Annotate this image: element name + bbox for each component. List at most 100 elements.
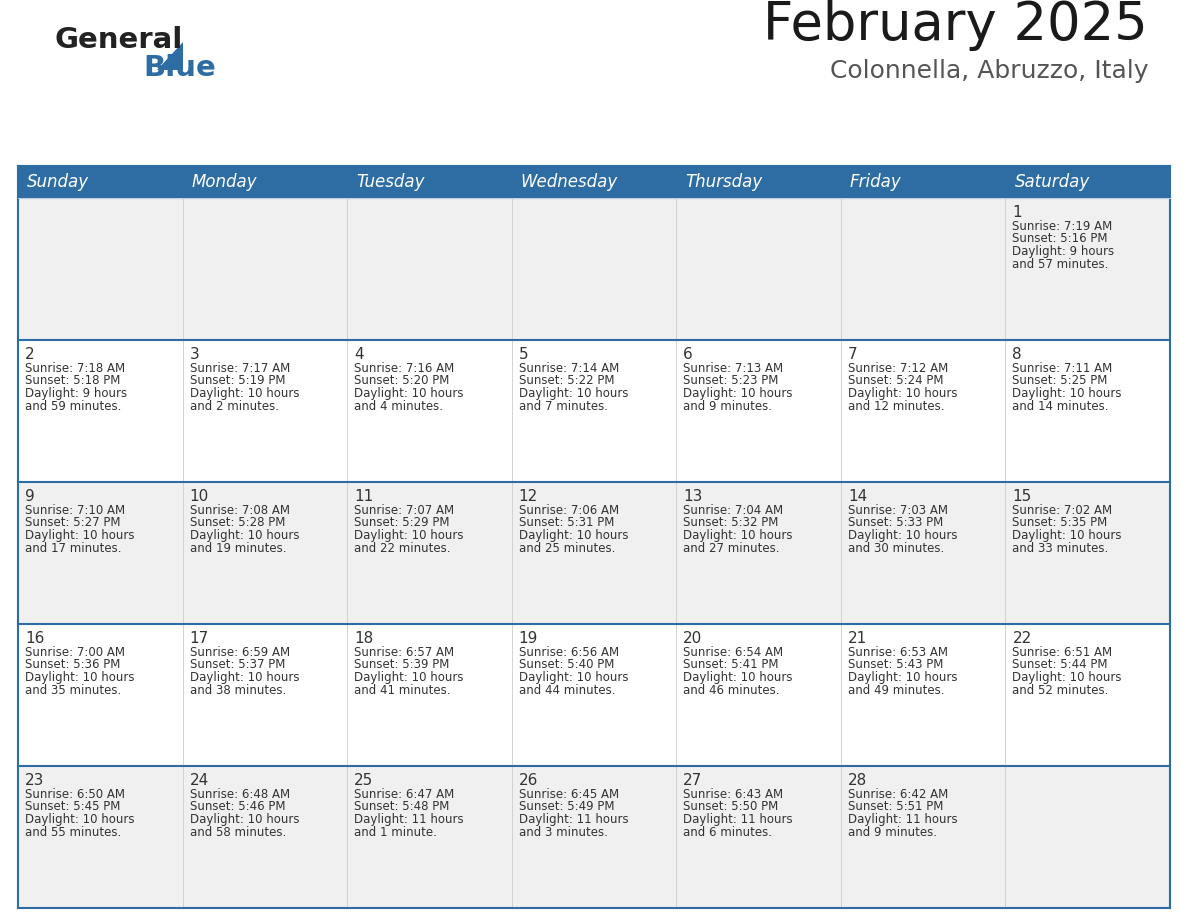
Text: Sunset: 5:27 PM: Sunset: 5:27 PM [25,517,120,530]
Text: 20: 20 [683,631,702,646]
Text: Sunset: 5:43 PM: Sunset: 5:43 PM [848,658,943,671]
Text: 1: 1 [1012,205,1022,220]
Text: and 25 minutes.: and 25 minutes. [519,542,615,554]
Text: Daylight: 10 hours: Daylight: 10 hours [25,671,134,684]
Text: Sunset: 5:32 PM: Sunset: 5:32 PM [683,517,778,530]
Text: Daylight: 10 hours: Daylight: 10 hours [519,387,628,400]
Text: 6: 6 [683,347,693,362]
Text: Sunrise: 7:08 AM: Sunrise: 7:08 AM [190,504,290,517]
Text: Daylight: 10 hours: Daylight: 10 hours [683,387,792,400]
Text: Sunrise: 7:14 AM: Sunrise: 7:14 AM [519,362,619,375]
Text: 26: 26 [519,773,538,788]
Text: 11: 11 [354,489,373,504]
Text: Daylight: 10 hours: Daylight: 10 hours [354,671,463,684]
Text: 8: 8 [1012,347,1022,362]
Text: Sunrise: 7:17 AM: Sunrise: 7:17 AM [190,362,290,375]
Text: Wednesday: Wednesday [520,173,618,191]
Text: Daylight: 10 hours: Daylight: 10 hours [848,529,958,542]
Bar [18,166,1170,198]
Text: Daylight: 10 hours: Daylight: 10 hours [848,671,958,684]
Text: Sunrise: 6:42 AM: Sunrise: 6:42 AM [848,788,948,801]
Text: Sunset: 5:40 PM: Sunset: 5:40 PM [519,658,614,671]
Text: Sunset: 5:31 PM: Sunset: 5:31 PM [519,517,614,530]
Text: Sunrise: 7:13 AM: Sunrise: 7:13 AM [683,362,783,375]
Text: Sunrise: 6:56 AM: Sunrise: 6:56 AM [519,646,619,659]
Text: Daylight: 11 hours: Daylight: 11 hours [519,813,628,826]
Text: Daylight: 10 hours: Daylight: 10 hours [1012,529,1121,542]
Text: and 4 minutes.: and 4 minutes. [354,399,443,412]
Text: and 17 minutes.: and 17 minutes. [25,542,121,554]
Text: Daylight: 10 hours: Daylight: 10 hours [848,387,958,400]
Text: Sunset: 5:20 PM: Sunset: 5:20 PM [354,375,449,387]
Bar [18,624,1170,766]
Text: Sunrise: 6:51 AM: Sunrise: 6:51 AM [1012,646,1112,659]
Text: Daylight: 10 hours: Daylight: 10 hours [190,387,299,400]
Text: and 19 minutes.: and 19 minutes. [190,542,286,554]
Text: 5: 5 [519,347,529,362]
Text: and 9 minutes.: and 9 minutes. [848,825,937,838]
Text: Sunrise: 7:00 AM: Sunrise: 7:00 AM [25,646,125,659]
Text: Daylight: 10 hours: Daylight: 10 hours [1012,387,1121,400]
Text: Sunset: 5:46 PM: Sunset: 5:46 PM [190,800,285,813]
Text: Sunrise: 6:57 AM: Sunrise: 6:57 AM [354,646,454,659]
Bar [18,198,1170,340]
Text: 22: 22 [1012,631,1031,646]
Text: and 9 minutes.: and 9 minutes. [683,399,772,412]
Text: Sunrise: 6:45 AM: Sunrise: 6:45 AM [519,788,619,801]
Text: and 7 minutes.: and 7 minutes. [519,399,608,412]
Text: 2: 2 [25,347,34,362]
Text: and 22 minutes.: and 22 minutes. [354,542,450,554]
Text: Sunrise: 6:54 AM: Sunrise: 6:54 AM [683,646,783,659]
Text: 12: 12 [519,489,538,504]
Text: and 14 minutes.: and 14 minutes. [1012,399,1108,412]
Text: and 2 minutes.: and 2 minutes. [190,399,278,412]
Text: Sunset: 5:28 PM: Sunset: 5:28 PM [190,517,285,530]
Text: Daylight: 11 hours: Daylight: 11 hours [683,813,792,826]
Text: 25: 25 [354,773,373,788]
Text: Sunset: 5:33 PM: Sunset: 5:33 PM [848,517,943,530]
Text: 23: 23 [25,773,44,788]
Text: Daylight: 10 hours: Daylight: 10 hours [25,529,134,542]
Text: Daylight: 10 hours: Daylight: 10 hours [1012,671,1121,684]
Text: Sunrise: 7:02 AM: Sunrise: 7:02 AM [1012,504,1112,517]
Text: and 27 minutes.: and 27 minutes. [683,542,779,554]
Text: Blue: Blue [143,54,216,82]
Text: and 46 minutes.: and 46 minutes. [683,684,779,697]
Text: 18: 18 [354,631,373,646]
Text: Sunrise: 6:53 AM: Sunrise: 6:53 AM [848,646,948,659]
Text: Sunrise: 7:04 AM: Sunrise: 7:04 AM [683,504,783,517]
Text: Sunrise: 7:03 AM: Sunrise: 7:03 AM [848,504,948,517]
Text: and 41 minutes.: and 41 minutes. [354,684,450,697]
Text: Sunset: 5:29 PM: Sunset: 5:29 PM [354,517,449,530]
Text: Daylight: 11 hours: Daylight: 11 hours [848,813,958,826]
Text: Daylight: 10 hours: Daylight: 10 hours [519,671,628,684]
Text: February 2025: February 2025 [763,0,1148,51]
Text: Sunday: Sunday [27,173,89,191]
Text: Sunset: 5:48 PM: Sunset: 5:48 PM [354,800,449,813]
Text: Sunrise: 7:10 AM: Sunrise: 7:10 AM [25,504,125,517]
Text: 17: 17 [190,631,209,646]
Text: and 49 minutes.: and 49 minutes. [848,684,944,697]
Text: Sunrise: 7:06 AM: Sunrise: 7:06 AM [519,504,619,517]
Text: Sunrise: 6:47 AM: Sunrise: 6:47 AM [354,788,454,801]
Bar [18,482,1170,624]
Text: Tuesday: Tuesday [356,173,424,191]
Text: Sunrise: 7:18 AM: Sunrise: 7:18 AM [25,362,125,375]
Text: Daylight: 10 hours: Daylight: 10 hours [354,529,463,542]
Text: 28: 28 [848,773,867,788]
Text: 19: 19 [519,631,538,646]
Text: Friday: Friday [849,173,902,191]
Text: Daylight: 10 hours: Daylight: 10 hours [354,387,463,400]
Text: Daylight: 10 hours: Daylight: 10 hours [190,813,299,826]
Text: and 44 minutes.: and 44 minutes. [519,684,615,697]
Text: Sunset: 5:37 PM: Sunset: 5:37 PM [190,658,285,671]
Text: Daylight: 10 hours: Daylight: 10 hours [519,529,628,542]
Text: Daylight: 10 hours: Daylight: 10 hours [190,529,299,542]
Text: and 3 minutes.: and 3 minutes. [519,825,607,838]
Text: Sunset: 5:36 PM: Sunset: 5:36 PM [25,658,120,671]
Text: Sunrise: 7:16 AM: Sunrise: 7:16 AM [354,362,454,375]
Text: and 35 minutes.: and 35 minutes. [25,684,121,697]
Text: Sunset: 5:16 PM: Sunset: 5:16 PM [1012,232,1108,245]
Text: Sunset: 5:45 PM: Sunset: 5:45 PM [25,800,120,813]
Text: and 12 minutes.: and 12 minutes. [848,399,944,412]
